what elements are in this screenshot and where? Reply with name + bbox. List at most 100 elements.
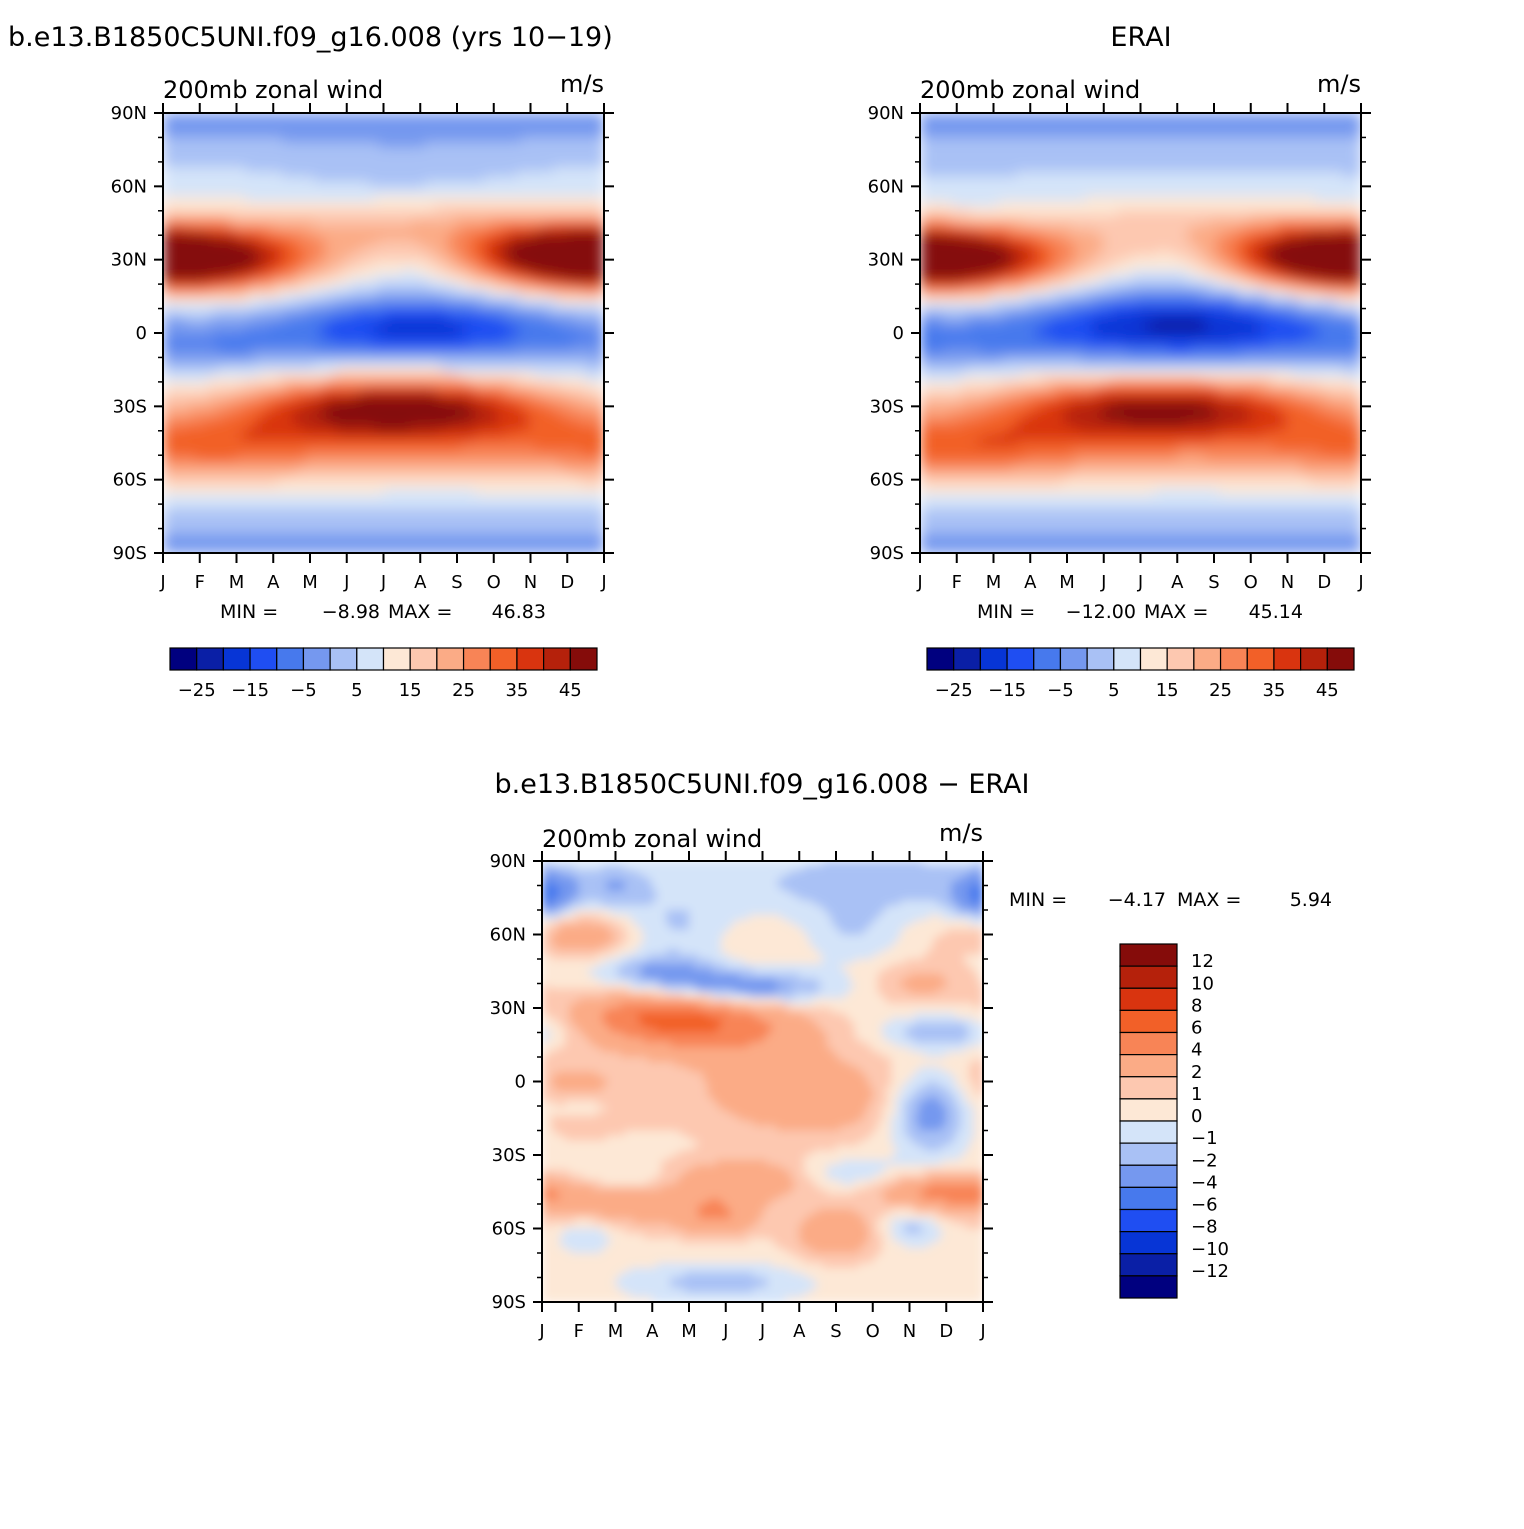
- field-cell: [264, 323, 270, 329]
- field-cell: [434, 279, 440, 285]
- field-cell: [176, 318, 182, 324]
- field-cell: [383, 137, 389, 143]
- field-cell: [282, 274, 288, 280]
- field-cell: [245, 362, 251, 368]
- field-cell: [548, 318, 555, 324]
- field-cell: [521, 254, 527, 261]
- field-cell: [599, 245, 604, 251]
- field-cell: [222, 240, 228, 246]
- field-cell: [241, 113, 247, 119]
- field-cell: [388, 205, 394, 212]
- field-cell: [259, 274, 265, 280]
- field-cell: [241, 171, 247, 178]
- field-cell: [346, 269, 352, 275]
- field-cell: [553, 352, 559, 359]
- field-cell: [516, 117, 522, 124]
- field-cell: [397, 230, 403, 236]
- field-cell: [507, 147, 513, 153]
- field-cell: [443, 245, 449, 251]
- field-cell: [346, 342, 352, 349]
- field-cell: [535, 274, 541, 280]
- field-cell: [378, 132, 385, 139]
- field-cell: [264, 264, 270, 271]
- field-cell: [195, 147, 201, 153]
- field-cell: [530, 303, 536, 310]
- field-cell: [525, 284, 532, 290]
- field-cell: [264, 318, 270, 324]
- field-cell: [544, 333, 550, 339]
- field-cell: [365, 201, 371, 207]
- field-cell: [475, 313, 481, 319]
- field-cell: [365, 230, 371, 236]
- field-cell: [429, 127, 435, 134]
- field-cell: [328, 328, 334, 334]
- field-cell: [457, 181, 463, 187]
- field-cell: [264, 279, 270, 285]
- field-cell: [208, 328, 215, 334]
- field-cell: [516, 269, 522, 275]
- field-cell: [470, 210, 476, 217]
- field-cell: [401, 259, 408, 266]
- field-cell: [489, 181, 495, 187]
- field-cell: [590, 245, 596, 251]
- field-cell: [167, 323, 173, 329]
- field-cell: [273, 161, 279, 168]
- field-cell: [213, 313, 219, 319]
- field-cell: [388, 122, 394, 129]
- field-cell: [310, 362, 316, 368]
- field-cell: [388, 249, 394, 256]
- field-cell: [181, 196, 187, 202]
- field-cell: [406, 171, 412, 178]
- field-cell: [443, 318, 449, 324]
- field-cell: [544, 357, 550, 363]
- field-cell: [287, 157, 293, 163]
- field-cell: [332, 220, 339, 227]
- field-cell: [392, 264, 398, 271]
- field-cell: [195, 235, 201, 241]
- field-cell: [507, 279, 513, 285]
- panel-model-field: [163, 113, 604, 553]
- field-cell: [277, 142, 284, 148]
- field-cell: [213, 254, 219, 261]
- field-cell: [218, 113, 224, 119]
- field-cell: [218, 269, 224, 275]
- field-cell: [378, 161, 385, 168]
- field-cell: [443, 220, 449, 227]
- field-cell: [498, 157, 504, 163]
- field-cell: [264, 347, 270, 354]
- field-cell: [406, 342, 412, 349]
- field-cell: [489, 201, 495, 207]
- field-cell: [268, 284, 274, 290]
- field-cell: [512, 313, 518, 319]
- field-cell: [250, 284, 256, 290]
- field-cell: [296, 181, 302, 187]
- field-cell: [558, 303, 564, 310]
- field-cell: [319, 181, 325, 187]
- field-cell: [599, 176, 604, 183]
- field-cell: [365, 249, 371, 256]
- field-cell: [323, 171, 329, 178]
- field-cell: [392, 166, 398, 173]
- field-cell: [530, 337, 536, 344]
- field-cell: [429, 152, 435, 158]
- field-cell: [245, 181, 251, 187]
- field-cell: [388, 357, 394, 363]
- field-cell: [314, 259, 320, 266]
- field-cell: [213, 152, 219, 158]
- field-cell: [273, 293, 279, 300]
- field-cell: [208, 171, 215, 178]
- field-cell: [374, 220, 380, 227]
- field-cell: [516, 347, 522, 354]
- field-cell: [360, 249, 366, 256]
- field-cell: [535, 215, 541, 222]
- field-cell: [406, 161, 412, 168]
- field-cell: [493, 240, 499, 246]
- field-cell: [429, 303, 435, 310]
- field-cell: [204, 333, 210, 339]
- field-cell: [512, 357, 518, 363]
- field-cell: [475, 132, 481, 139]
- field-cell: [411, 313, 417, 319]
- field-cell: [466, 137, 472, 143]
- field-cell: [204, 142, 210, 148]
